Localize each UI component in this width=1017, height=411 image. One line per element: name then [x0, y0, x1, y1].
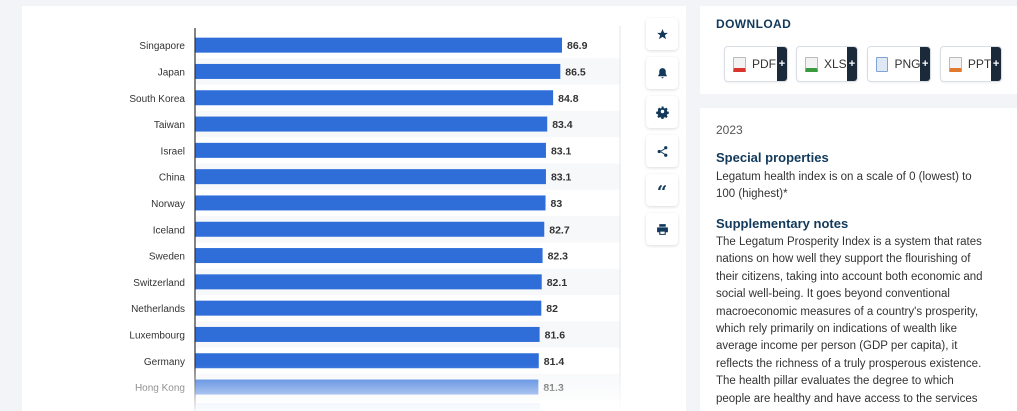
plus-icon: +: [920, 47, 930, 81]
quote-icon: “: [656, 182, 668, 203]
text-line: average income per person (GDP per capit…: [716, 340, 958, 353]
favorite-button[interactable]: [646, 18, 678, 50]
value-label: 82.1: [547, 277, 568, 289]
text-line: The health pillar evaluates the degree t…: [716, 375, 954, 388]
bar[interactable]: [195, 90, 554, 106]
bar[interactable]: [195, 116, 548, 132]
category-label: Hong Kong: [135, 383, 185, 394]
bar-chart: Singapore 86.9 Japan 86.5 South Korea 84.8 Tai…: [129, 26, 621, 411]
value-label: 81.3: [543, 382, 564, 394]
release-year: 2023: [716, 123, 743, 137]
value-label: 83: [551, 198, 563, 210]
value-label: 83.4: [552, 119, 573, 131]
value-label: 86.5: [565, 66, 586, 78]
bar[interactable]: [195, 142, 546, 158]
plus-icon: +: [777, 47, 787, 81]
text-line: which rely primarily on indications of w…: [716, 323, 957, 336]
gear-icon: [655, 105, 669, 119]
value-label: 82.7: [549, 224, 570, 236]
plus-icon: +: [991, 47, 1001, 81]
category-label: Iceland: [153, 225, 185, 236]
category-label: Japan: [158, 67, 185, 78]
notification-button[interactable]: [646, 57, 678, 89]
supplementary-notes-heading: Supplementary notes: [716, 216, 849, 231]
value-label: 82.3: [548, 251, 569, 263]
bar[interactable]: [195, 274, 542, 290]
star-icon: [656, 28, 668, 39]
bar[interactable]: [195, 353, 539, 369]
print-icon: [656, 223, 668, 235]
bar[interactable]: [195, 63, 561, 79]
bar[interactable]: [195, 221, 545, 237]
png-icon: [876, 56, 889, 72]
category-label: Taiwan: [154, 120, 185, 131]
download-xls-label: XLS: [824, 57, 847, 71]
text-line: their citizens, taking into account both…: [716, 270, 983, 283]
pdf-icon: [733, 56, 746, 72]
bell-icon: [657, 67, 667, 78]
category-label: Norway: [151, 199, 185, 210]
special-properties-text: Legatum health index is on a scale of 0 …: [716, 169, 1004, 204]
share-button[interactable]: [646, 135, 678, 167]
bar-partial: [195, 403, 540, 411]
text-line: social well-being. It goes beyond conven…: [716, 288, 950, 301]
category-label: Luxembourg: [129, 330, 185, 341]
info-panel: 2023 Special properties Legatum health i…: [700, 108, 1017, 411]
download-pdf-label: PDF: [752, 57, 776, 71]
category-label: Israel: [161, 146, 185, 157]
download-pdf-button[interactable]: PDF +: [724, 46, 788, 82]
value-label: 82: [546, 303, 558, 315]
cite-button[interactable]: “: [646, 174, 678, 206]
value-label: 81.6: [545, 329, 566, 341]
download-panel: DOWNLOAD PDF + XLS + PNG + PPT +: [700, 6, 1017, 94]
settings-button[interactable]: [646, 96, 678, 128]
category-label: South Korea: [129, 94, 185, 105]
print-button[interactable]: [646, 213, 678, 245]
value-label: 84.8: [558, 93, 579, 105]
value-label: 86.9: [567, 40, 588, 52]
download-ppt-label: PPT: [967, 57, 992, 71]
ppt-icon: [949, 56, 962, 72]
bar[interactable]: [195, 326, 540, 342]
value-label: 83.1: [551, 145, 572, 157]
download-ppt-button[interactable]: PPT +: [940, 46, 1002, 82]
xls-icon: [805, 56, 818, 72]
text-line: people are healthy and have access to th…: [716, 392, 978, 405]
bar[interactable]: [195, 379, 539, 395]
download-png-label: PNG: [894, 57, 921, 71]
chart-panel: Singapore 86.9 Japan 86.5 South Korea 84.8 Tai…: [22, 6, 686, 411]
text-line: The Legatum Prosperity Index is a system…: [716, 236, 982, 248]
text-line: reflects the richness of a truly prosper…: [716, 357, 982, 370]
plus-icon: +: [847, 47, 857, 81]
bar[interactable]: [195, 248, 543, 264]
supplementary-notes-text: The Legatum Prosperity Index is a system…: [716, 234, 1004, 408]
category-label: Singapore: [139, 41, 185, 52]
value-label: 81.4: [544, 356, 565, 368]
text-line: 100 (highest)*: [716, 188, 788, 201]
category-label: Netherlands: [131, 304, 185, 315]
share-icon: [657, 145, 667, 157]
chart-toolbar: “: [646, 18, 678, 252]
category-label: Sweden: [149, 252, 185, 263]
text-line: Legatum health index is on a scale of 0 …: [716, 171, 972, 183]
bar[interactable]: [195, 300, 542, 316]
category-label: China: [159, 173, 186, 184]
text-line: macroeconomic measures of a country's pr…: [716, 305, 979, 318]
bar[interactable]: [195, 195, 546, 211]
value-label: 83.1: [551, 172, 572, 184]
download-title: DOWNLOAD: [716, 17, 792, 31]
download-png-button[interactable]: PNG +: [867, 46, 931, 82]
category-label: Switzerland: [133, 278, 185, 289]
bar[interactable]: [195, 37, 562, 53]
category-label: Germany: [144, 357, 185, 368]
download-xls-button[interactable]: XLS +: [796, 46, 858, 82]
text-line: nations on how well they support the flo…: [716, 253, 971, 266]
special-properties-heading: Special properties: [716, 150, 829, 165]
bar[interactable]: [195, 169, 546, 185]
